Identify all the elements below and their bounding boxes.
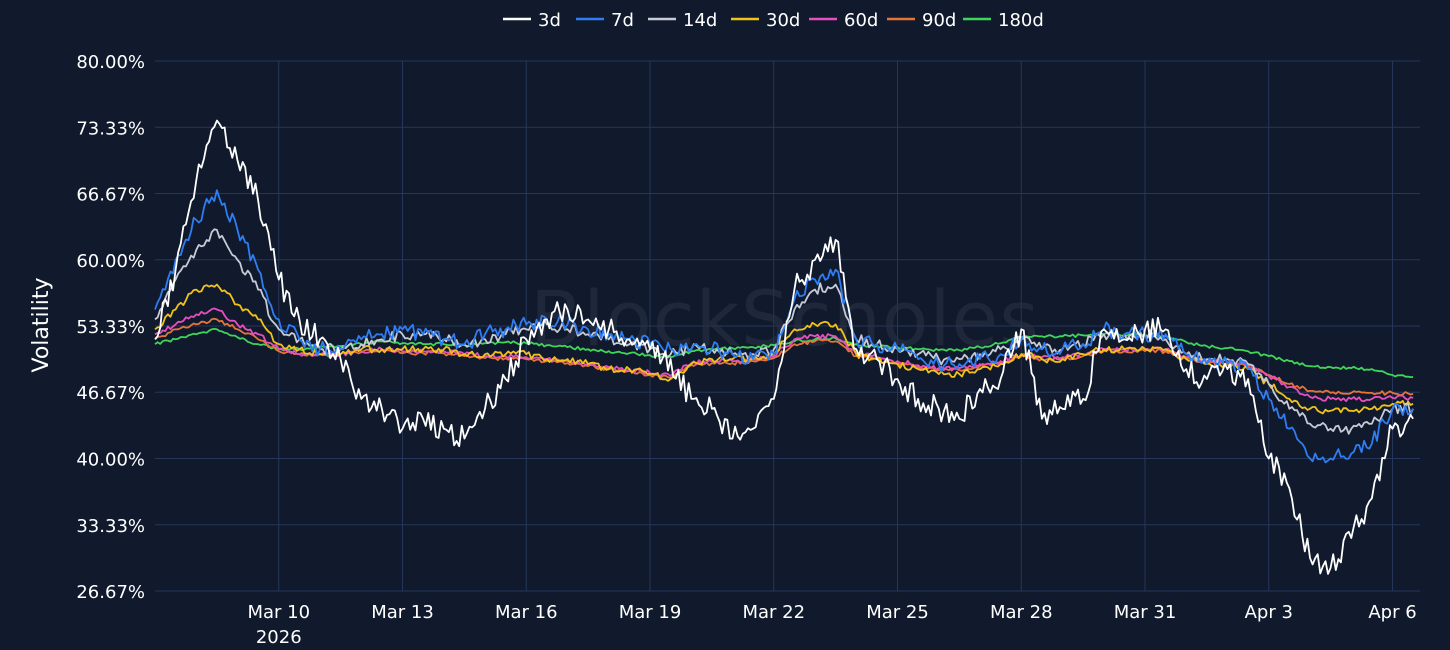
x-tick-label: Mar 19 xyxy=(619,602,682,623)
y-tick-label: 26.67% xyxy=(76,582,145,603)
x-tick-label: Mar 10 xyxy=(247,602,310,623)
legend-item-7d[interactable]: 7d xyxy=(576,10,634,31)
x-tick-label: Mar 25 xyxy=(866,602,929,623)
legend-item-30d[interactable]: 30d xyxy=(731,10,800,31)
grid-lines xyxy=(155,60,1420,592)
x-tick-label: Mar 28 xyxy=(990,602,1053,623)
legend-item-14d[interactable]: 14d xyxy=(648,10,717,31)
x-tick-label: Mar 13 xyxy=(371,602,434,623)
series-line-7d xyxy=(154,189,1414,464)
y-tick-label: 60.00% xyxy=(76,251,145,272)
legend-item-3d[interactable]: 3d xyxy=(503,10,561,31)
x-axis-ticks: Mar 10 2026 Mar 13 Mar 16 Mar 19 Mar 22 Mar 25… xyxy=(247,602,1416,648)
legend-label: 90d xyxy=(922,10,956,31)
y-tick-label: 40.00% xyxy=(76,450,145,471)
legend-label: 180d xyxy=(998,10,1044,31)
y-tick-label: 33.33% xyxy=(76,516,145,537)
legend-label: 30d xyxy=(766,10,800,31)
x-tick-label: Apr 6 xyxy=(1368,602,1416,623)
y-tick-label: 53.33% xyxy=(76,317,145,338)
y-tick-label: 80.00% xyxy=(76,52,145,73)
legend-label: 14d xyxy=(683,10,717,31)
x-tick-year-label: 2026 xyxy=(256,627,302,648)
legend-item-180d[interactable]: 180d xyxy=(963,10,1044,31)
legend[interactable]: 3d 7d 14d 30d 60d 90d 180d xyxy=(503,10,1044,31)
y-tick-label: 46.67% xyxy=(76,383,145,404)
y-tick-label: 66.67% xyxy=(76,184,145,205)
x-tick-label: Mar 31 xyxy=(1114,602,1177,623)
legend-item-60d[interactable]: 60d xyxy=(809,10,878,31)
series-lines xyxy=(154,119,1414,575)
legend-item-90d[interactable]: 90d xyxy=(887,10,956,31)
x-tick-label: Mar 22 xyxy=(742,602,805,623)
legend-label: 60d xyxy=(844,10,878,31)
legend-label: 3d xyxy=(538,10,561,31)
x-tick-label: Mar 16 xyxy=(495,602,558,623)
series-line-3d xyxy=(154,119,1414,575)
legend-label: 7d xyxy=(611,10,634,31)
y-axis-label: Volatility xyxy=(29,277,54,372)
y-tick-label: 73.33% xyxy=(76,118,145,139)
x-tick-label: Apr 3 xyxy=(1245,602,1293,623)
y-axis-ticks: 80.00% 73.33% 66.67% 60.00% 53.33% 46.67% 40.0… xyxy=(76,52,145,603)
